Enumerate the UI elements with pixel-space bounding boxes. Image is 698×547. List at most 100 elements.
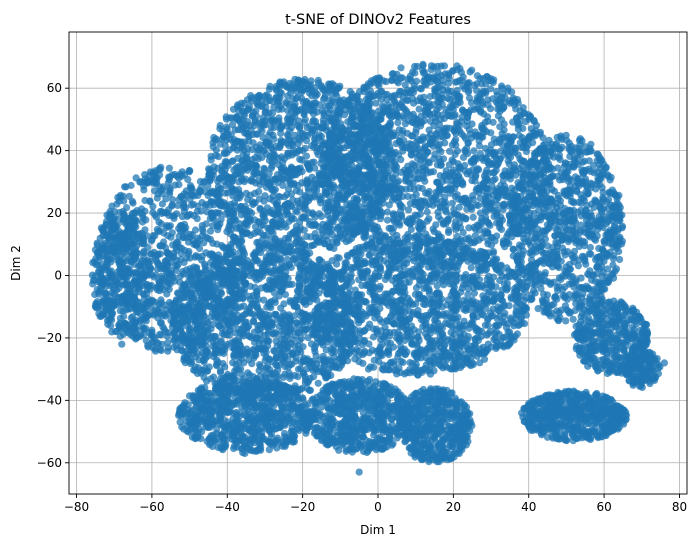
scatter-point	[389, 152, 397, 160]
scatter-point	[164, 339, 172, 347]
scatter-point	[113, 200, 121, 208]
scatter-point	[506, 99, 514, 107]
scatter-point	[484, 101, 492, 109]
scatter-point	[255, 188, 263, 196]
scatter-point	[449, 106, 457, 114]
scatter-point	[400, 137, 408, 145]
scatter-point	[555, 151, 564, 159]
scatter-point	[361, 234, 369, 242]
scatter-point	[335, 233, 343, 241]
scatter-point	[311, 164, 319, 172]
scatter-point	[326, 148, 334, 156]
scatter-point	[185, 168, 193, 176]
scatter-point	[138, 218, 147, 226]
scatter-point	[305, 164, 313, 172]
scatter-point	[569, 254, 577, 262]
scatter-point	[506, 153, 515, 162]
scatter-point	[351, 212, 360, 220]
scatter-point	[150, 187, 159, 195]
scatter-point	[616, 255, 624, 264]
scatter-point	[562, 263, 570, 271]
scatter-point	[130, 209, 138, 217]
scatter-point	[546, 163, 555, 171]
scatter-point	[545, 224, 553, 232]
scatter-point	[445, 74, 453, 82]
scatter-point	[260, 197, 268, 205]
scatter-point	[420, 174, 428, 182]
scatter-point	[429, 168, 437, 176]
scatter-point	[420, 77, 428, 85]
scatter-point	[610, 190, 619, 199]
scatter-point	[279, 175, 287, 183]
scatter-point	[587, 250, 595, 258]
scatter-point	[354, 166, 362, 174]
scatter-point	[579, 237, 587, 245]
scatter-point	[156, 330, 164, 338]
scatter-point	[422, 189, 430, 197]
scatter-point	[352, 122, 360, 130]
scatter-point	[497, 213, 505, 221]
scatter-point	[430, 228, 438, 236]
scatter-point	[294, 200, 303, 208]
scatter-point	[539, 141, 547, 149]
scatter-point	[176, 227, 185, 235]
scatter-point	[491, 237, 499, 245]
scatter-point	[451, 78, 460, 86]
scatter-point	[586, 243, 595, 252]
scatter-point	[415, 105, 423, 113]
scatter-point	[434, 208, 442, 216]
scatter-point	[498, 134, 506, 142]
scatter-point	[190, 263, 198, 271]
scatter-point	[614, 237, 622, 245]
scatter-point	[498, 82, 506, 90]
scatter-point	[507, 137, 515, 145]
scatter-point	[236, 205, 244, 213]
scatter-point	[313, 144, 321, 152]
scatter-point	[127, 181, 135, 190]
scatter-point	[605, 235, 613, 243]
scatter-point	[526, 173, 534, 181]
scatter-point	[598, 272, 606, 280]
scatter-point	[325, 109, 333, 117]
scatter-point	[369, 79, 377, 87]
scatter-point	[471, 128, 479, 136]
scatter-point	[178, 172, 186, 180]
scatter-point	[486, 221, 494, 230]
scatter-point	[186, 195, 194, 203]
scatter-point	[231, 139, 239, 147]
scatter-point	[419, 66, 427, 74]
scatter-point	[157, 272, 166, 280]
scatter-point	[452, 141, 460, 149]
scatter-point	[215, 175, 223, 183]
scatter-point	[180, 196, 188, 204]
scatter-point	[416, 84, 424, 93]
scatter-point	[564, 248, 572, 256]
scatter-point	[385, 128, 393, 136]
scatter-point	[153, 251, 162, 259]
scatter-point	[174, 201, 182, 209]
scatter-point	[301, 201, 309, 209]
scatter-point	[418, 118, 426, 126]
scatter-point	[508, 88, 516, 96]
scatter-point	[559, 236, 567, 244]
scatter-point	[409, 110, 417, 118]
scatter-point	[600, 160, 608, 168]
scatter-point	[252, 143, 260, 151]
scatter-point	[360, 195, 368, 203]
scatter-point	[322, 189, 330, 197]
scatter-point	[175, 243, 183, 251]
scatter-point	[457, 68, 465, 76]
scatter-point	[562, 170, 570, 179]
scatter-point	[381, 232, 390, 240]
scatter-point	[505, 239, 513, 248]
scatter-point	[426, 140, 434, 148]
scatter-point	[347, 187, 355, 195]
scatter-point	[568, 230, 577, 238]
scatter-point	[493, 88, 501, 96]
scatter-point	[186, 230, 194, 238]
scatter-point	[526, 159, 534, 167]
scatter-point	[262, 138, 270, 146]
scatter-point	[163, 290, 171, 298]
scatter-point	[320, 122, 328, 130]
scatter-point	[209, 239, 217, 247]
